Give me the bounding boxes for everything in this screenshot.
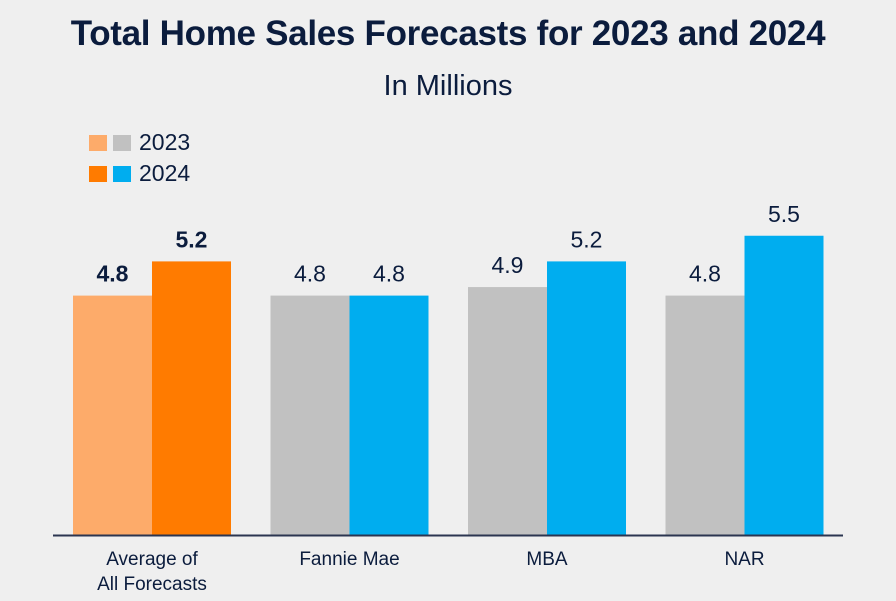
data-label-2024-0: 5.2 xyxy=(176,226,208,252)
category-label-3: NAR xyxy=(724,549,764,570)
data-label-2024-1: 4.8 xyxy=(373,261,405,287)
bar-2024-3 xyxy=(744,235,824,535)
bar-2023-2 xyxy=(468,287,547,535)
data-label-2023-0: 4.8 xyxy=(97,261,129,287)
category-label-2: MBA xyxy=(526,549,568,570)
category-label-0: All Forecasts xyxy=(97,574,207,595)
legend-swatch-2023-highlight xyxy=(89,134,107,151)
bar-2024-2 xyxy=(547,261,626,535)
data-label-2024-2: 5.2 xyxy=(571,226,603,252)
legend-label-2024: 2024 xyxy=(139,160,191,186)
chart-title: Total Home Sales Forecasts for 2023 and … xyxy=(70,14,826,53)
legend-item-2023: 2023 xyxy=(89,127,190,158)
bar-2024-1 xyxy=(349,295,429,535)
data-label-2024-3: 5.5 xyxy=(768,201,800,227)
category-label-0: Average of xyxy=(106,549,198,570)
data-label-2023-3: 4.8 xyxy=(689,261,721,287)
bar-2023-1 xyxy=(270,295,350,535)
legend-swatch-2024-highlight xyxy=(89,165,107,182)
bar-2024-0 xyxy=(152,261,231,535)
bar-2023-0 xyxy=(73,295,152,535)
legend-item-2024: 2024 xyxy=(89,158,190,189)
bar-2023-3 xyxy=(665,295,745,535)
chart-subtitle: In Millions xyxy=(383,70,513,102)
legend: 2023 2024 xyxy=(89,127,190,189)
legend-label-2023: 2023 xyxy=(139,129,191,155)
legend-swatch-2023 xyxy=(113,134,131,151)
data-label-2023-2: 4.9 xyxy=(492,252,524,278)
category-label-1: Fannie Mae xyxy=(299,549,399,570)
data-label-2023-1: 4.8 xyxy=(294,261,326,287)
legend-swatch-2024 xyxy=(113,165,131,182)
